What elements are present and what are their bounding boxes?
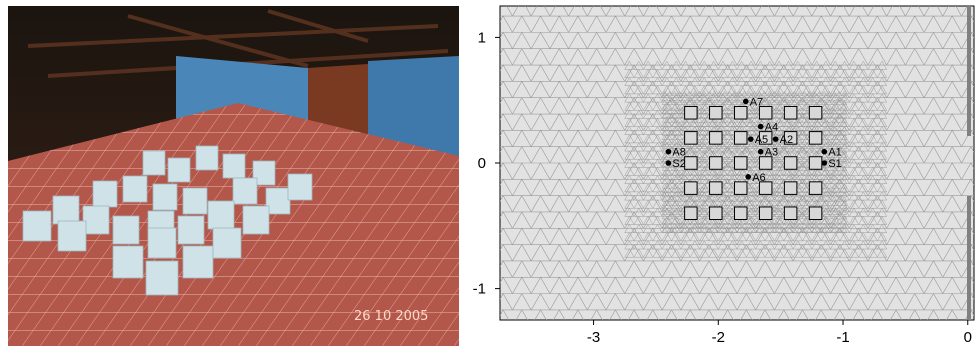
x-tick-label: 0 (964, 329, 972, 346)
point-label-s1: S1 (828, 158, 841, 170)
cube (709, 105, 723, 120)
cube (709, 156, 723, 170)
point-a7 (742, 98, 749, 105)
point-s2 (665, 160, 672, 166)
cube (758, 131, 773, 145)
cube (783, 156, 798, 170)
cube-obstacles (684, 105, 823, 221)
cube (684, 156, 698, 170)
cube (758, 105, 773, 120)
point-label-a7: A7 (750, 96, 763, 108)
point-label-s2: S2 (672, 158, 685, 170)
cube (684, 206, 698, 221)
point-label-a6: A6 (752, 172, 765, 184)
cube (709, 131, 723, 145)
cube (758, 181, 773, 195)
cube (684, 131, 698, 145)
point-label-a8: A8 (672, 147, 685, 159)
cube (808, 131, 823, 145)
cube (684, 105, 698, 120)
cube (783, 181, 798, 195)
point-a8 (665, 148, 672, 155)
x-tick-label: -2 (712, 329, 725, 346)
cube (734, 105, 748, 120)
outlet-bar-top (967, 6, 971, 136)
cube (709, 206, 723, 221)
x-axis-ticks: -3 -2 -1 0 (587, 320, 972, 346)
outlet-bar-bottom (967, 196, 971, 320)
cube (734, 131, 748, 145)
cube (808, 181, 823, 195)
cube (734, 156, 748, 170)
point-label-a5: A5 (755, 134, 768, 146)
y-tick-label: -1 (473, 281, 486, 298)
y-axis-ticks: 1 0 -1 (473, 29, 500, 298)
point-label-a1: A1 (828, 147, 841, 159)
point-a4 (757, 123, 764, 130)
cube (783, 206, 798, 221)
point-a1 (821, 148, 828, 155)
point-a3 (757, 148, 764, 155)
point-a2 (772, 136, 779, 142)
mesh-plot: A7 A4 A5 A2 A3 A8 S2 A1 S1 A6 -3 -2 -1 0 1 0 -1 (462, 0, 976, 356)
cube (808, 105, 823, 120)
cube (758, 206, 773, 221)
cube (709, 181, 723, 195)
point-label-a4: A4 (765, 122, 778, 134)
wind-tunnel-photo: 26 10 2005 (8, 6, 459, 346)
cube (808, 206, 823, 221)
cube (684, 181, 698, 195)
cube (783, 131, 798, 145)
y-tick-label: 1 (478, 29, 486, 46)
point-label-a2: A2 (780, 134, 793, 146)
cube (783, 105, 798, 120)
cube (734, 206, 748, 221)
cube (758, 156, 773, 170)
cube (808, 156, 823, 170)
y-tick-label: 0 (478, 155, 486, 172)
cube (734, 181, 748, 195)
photo-date-stamp: 26 10 2005 (354, 309, 428, 324)
x-tick-label: -1 (836, 329, 849, 346)
point-a5 (747, 136, 754, 142)
wind-tunnel-photo-image: 26 10 2005 (8, 6, 459, 346)
x-tick-label: -3 (587, 329, 600, 346)
point-a6 (745, 174, 752, 180)
point-label-a3: A3 (765, 147, 778, 159)
point-s1 (821, 160, 828, 166)
